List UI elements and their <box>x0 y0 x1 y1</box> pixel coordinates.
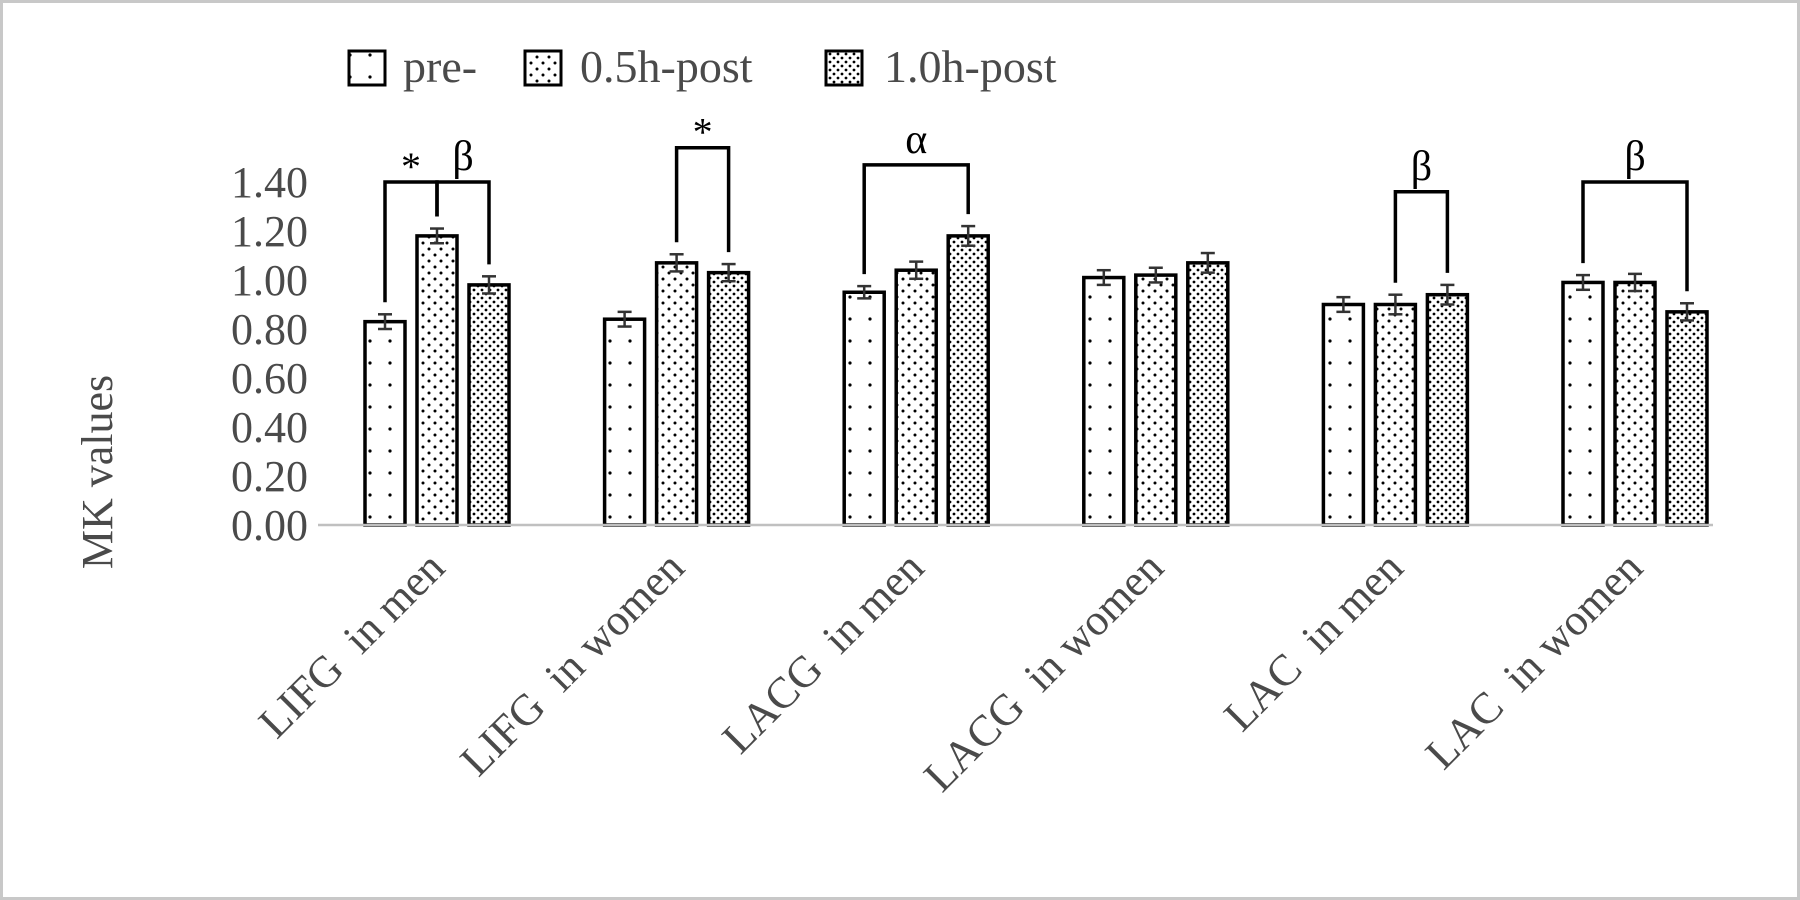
y-tick-label: 1.40 <box>231 158 308 207</box>
y-axis-label: MK values <box>73 375 122 569</box>
bar <box>467 283 511 527</box>
y-tick-label: 0.00 <box>231 501 308 550</box>
significance-symbol: β <box>1411 144 1432 190</box>
error-bar <box>1388 293 1403 316</box>
significance-symbol: α <box>905 117 927 163</box>
bar <box>415 234 459 527</box>
error-bar <box>1096 268 1111 287</box>
bar <box>1665 310 1709 527</box>
significance-bracket <box>862 163 970 275</box>
significance-bracket <box>435 180 491 265</box>
bar <box>842 290 886 527</box>
error-bar <box>1440 283 1455 306</box>
legend-label-0.5h-post: 0.5h-post <box>580 41 753 92</box>
bar <box>602 317 647 527</box>
y-tick-label: 0.20 <box>231 452 308 501</box>
y-tick-label: 1.20 <box>231 207 308 256</box>
bar <box>706 270 751 527</box>
bar <box>654 261 699 527</box>
error-bar <box>721 262 736 283</box>
legend: pre- 0.5h-post 1.0h-post <box>347 41 1057 92</box>
significance-annotations: * β * α β β <box>383 110 1689 303</box>
error-bar <box>1576 273 1590 292</box>
y-tick-label: 0.80 <box>231 305 308 354</box>
bar <box>1425 292 1470 527</box>
legend-label-pre: pre- <box>403 41 477 92</box>
error-bar <box>1148 266 1163 284</box>
error-bar <box>430 227 444 245</box>
bar <box>1082 275 1126 527</box>
error-bar <box>669 253 684 273</box>
error-bar <box>1336 295 1351 314</box>
error-bar <box>482 275 496 295</box>
significance-symbol: β <box>1624 134 1645 180</box>
error-bar <box>378 313 392 331</box>
y-tick-labels: 0.000.200.400.600.801.001.201.40 <box>231 158 308 550</box>
significance-symbol: * <box>693 110 713 155</box>
bar <box>1561 280 1605 527</box>
bar <box>1321 302 1366 527</box>
legend-swatch-1.0h-post <box>824 49 864 87</box>
error-bar <box>909 260 924 281</box>
error-bar <box>1628 272 1642 293</box>
error-bar <box>617 310 632 328</box>
significance-symbol: * <box>401 144 421 189</box>
y-tick-label: 0.60 <box>231 354 308 403</box>
y-tick-label: 1.00 <box>231 256 308 305</box>
y-tick-label: 0.40 <box>231 403 308 452</box>
error-bar <box>961 224 976 247</box>
legend-swatch-0.5h-post <box>523 49 563 87</box>
bar <box>363 319 407 527</box>
bar <box>894 268 938 527</box>
significance-bracket <box>1393 190 1450 283</box>
bar <box>1373 302 1418 527</box>
legend-label-1.0h-post: 1.0h-post <box>884 41 1057 92</box>
error-bar <box>1680 302 1694 322</box>
bar <box>1613 280 1657 527</box>
significance-bracket <box>1581 180 1689 292</box>
significance-bracket <box>674 145 731 253</box>
significance-symbol: β <box>452 134 473 180</box>
bar <box>1134 273 1178 527</box>
legend-swatch-pre <box>347 49 387 87</box>
error-bars <box>378 224 1694 331</box>
error-bar <box>857 284 872 300</box>
error-bar <box>1200 251 1215 274</box>
bar <box>946 234 990 527</box>
bar <box>1186 261 1230 527</box>
